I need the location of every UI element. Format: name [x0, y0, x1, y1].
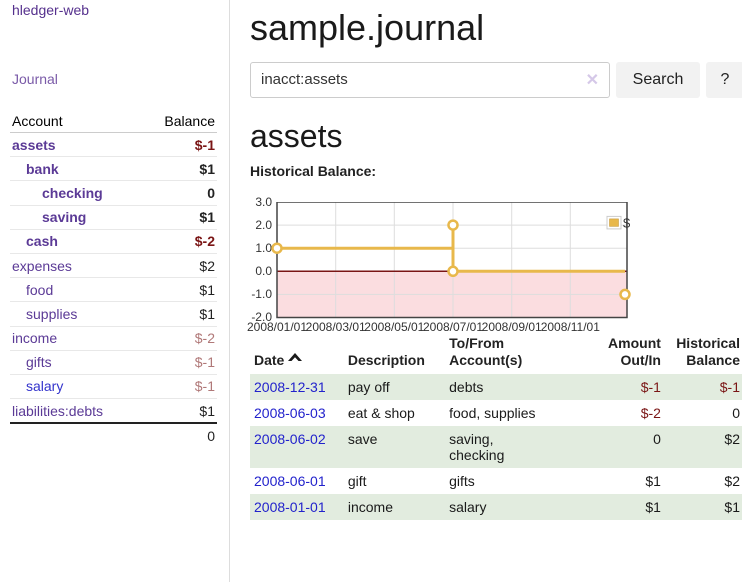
svg-text:$: $	[623, 215, 631, 230]
